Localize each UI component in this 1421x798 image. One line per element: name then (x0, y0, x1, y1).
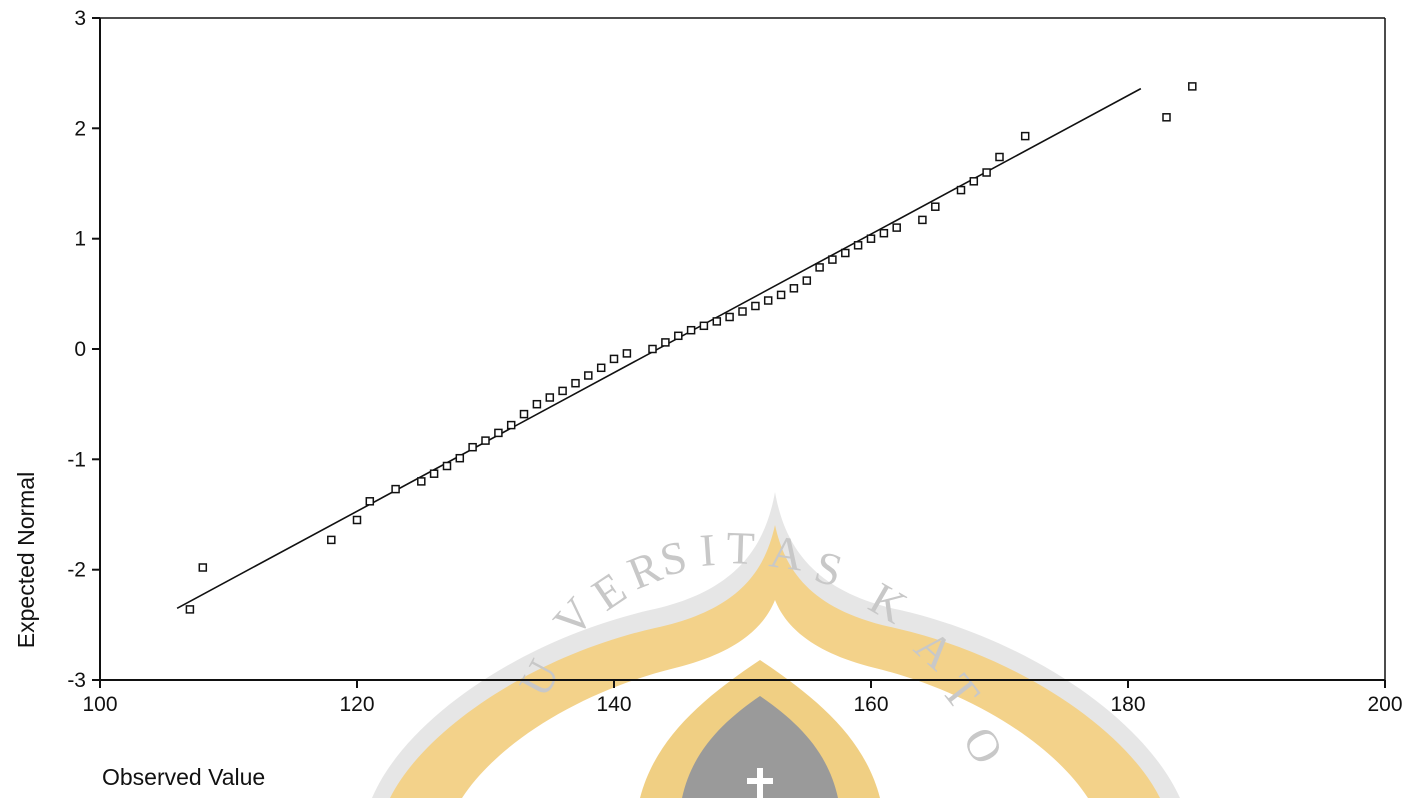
data-point (584, 371, 593, 380)
x-tick-label: 200 (1367, 693, 1402, 716)
reference-line (176, 87, 1142, 609)
data-point (841, 248, 850, 258)
data-point (763, 296, 773, 305)
data-point (956, 185, 966, 195)
watermark-seal: U V E R S I T A S K A T O (372, 492, 1180, 798)
data-point (532, 399, 542, 409)
data-point (1020, 131, 1030, 141)
data-point (699, 321, 709, 331)
x-axis-ticks: 100 120 140 160 180 200 (82, 680, 1403, 716)
data-point (674, 331, 683, 341)
data-point (686, 325, 696, 335)
data-point (802, 276, 812, 285)
y-axis-ticks: 3 2 1 0 -1 -2 -3 (67, 7, 100, 692)
data-point (429, 469, 439, 478)
data-point (468, 442, 477, 452)
data-point (609, 354, 619, 364)
data-point (853, 241, 863, 250)
watermark-letter: A (767, 525, 807, 580)
data-point (455, 453, 465, 463)
data-point (751, 301, 760, 311)
y-tick-label: 1 (74, 228, 86, 251)
data-point (712, 317, 722, 326)
data-point (866, 234, 876, 243)
x-axis-title: Observed Value (102, 764, 265, 790)
data-point (725, 312, 734, 322)
data-point (494, 428, 503, 438)
data-point (519, 409, 529, 419)
data-point (789, 284, 799, 293)
y-tick-label: 2 (74, 117, 86, 140)
data-point (571, 378, 580, 388)
data-point (918, 215, 927, 225)
data-point (982, 168, 991, 177)
data-point (931, 202, 940, 211)
data-point (879, 228, 889, 238)
y-tick-label: -2 (67, 559, 86, 582)
data-point (506, 420, 516, 430)
watermark-letter: S (809, 541, 848, 597)
data-point (622, 349, 632, 358)
data-point (969, 177, 979, 186)
data-point (198, 563, 208, 572)
y-tick-label: -3 (67, 669, 86, 692)
data-point (995, 152, 1004, 162)
x-tick-label: 120 (339, 693, 374, 716)
y-tick-label: 3 (74, 7, 86, 30)
data-point (738, 307, 747, 316)
data-point (776, 290, 786, 300)
watermark-letter: I (698, 524, 717, 576)
x-tick-label: 100 (82, 693, 117, 716)
data-point (828, 255, 837, 264)
data-point (545, 393, 555, 402)
watermark-center-shield (682, 696, 838, 798)
y-axis-title: Expected Normal (13, 472, 39, 648)
data-point (892, 223, 901, 232)
y-tick-label: -1 (67, 448, 86, 471)
x-tick-label: 140 (596, 693, 631, 716)
data-point (391, 484, 400, 494)
data-points-layer (185, 82, 1197, 614)
x-tick-label: 180 (1110, 693, 1145, 716)
data-point (352, 515, 362, 525)
data-point (815, 263, 824, 272)
data-point (365, 497, 375, 506)
data-point (596, 363, 606, 373)
data-point (1188, 82, 1197, 91)
data-point (1162, 113, 1171, 122)
x-tick-label: 160 (853, 693, 888, 716)
data-point (185, 605, 195, 614)
data-point (417, 477, 426, 486)
data-point (661, 338, 670, 347)
reference-line-layer (176, 87, 1142, 609)
watermark-cross-icon (747, 768, 773, 798)
data-point (558, 386, 567, 396)
data-point (481, 436, 490, 445)
watermark-letter: T (726, 522, 756, 574)
data-point (442, 461, 452, 471)
data-point (327, 535, 336, 545)
data-point (648, 344, 657, 354)
y-tick-label: 0 (74, 338, 86, 361)
